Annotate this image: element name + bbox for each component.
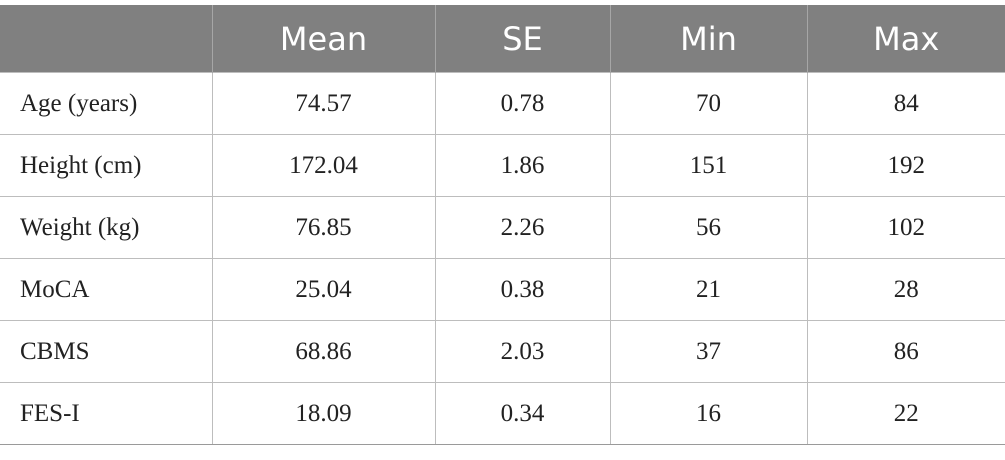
table-row: FES-I 18.09 0.34 16 22 <box>0 382 1005 445</box>
row-label: FES-I <box>0 382 213 445</box>
cell: 172.04 <box>211 134 436 197</box>
column-header: Mean <box>211 5 435 73</box>
table-row: Age (years) 74.57 0.78 70 84 <box>0 72 1005 135</box>
cell: 76.85 <box>211 196 436 259</box>
cell: 2.03 <box>434 320 611 383</box>
cell: 0.78 <box>434 72 611 135</box>
cell: 28 <box>806 258 1005 321</box>
cell: 0.34 <box>434 382 611 445</box>
column-header: SE <box>434 5 610 73</box>
cell: 25.04 <box>211 258 436 321</box>
data-table: Mean SE Min Max Age (years) 74.57 0.78 70 84 Hei… <box>0 5 1005 445</box>
cell: 192 <box>806 134 1005 197</box>
row-label: Age (years) <box>0 72 213 135</box>
table-row: CBMS 68.86 2.03 37 86 <box>0 320 1005 383</box>
table-row: Weight (kg) 76.85 2.26 56 102 <box>0 196 1005 259</box>
row-label: MoCA <box>0 258 213 321</box>
table-row: MoCA 25.04 0.38 21 28 <box>0 258 1005 321</box>
cell: 18.09 <box>211 382 436 445</box>
cell: 1.86 <box>434 134 611 197</box>
cell: 86 <box>806 320 1005 383</box>
cell: 68.86 <box>211 320 436 383</box>
header-row: Mean SE Min Max <box>0 5 1005 73</box>
cell: 21 <box>609 258 808 321</box>
cell: 22 <box>806 382 1005 445</box>
table-body: Age (years) 74.57 0.78 70 84 Height (cm) 172.0… <box>0 72 1005 445</box>
column-header: Max <box>806 5 1005 73</box>
row-label: Weight (kg) <box>0 196 213 259</box>
cell: 16 <box>609 382 808 445</box>
corner-cell <box>0 5 212 73</box>
cell: 56 <box>609 196 808 259</box>
cell: 2.26 <box>434 196 611 259</box>
table-row: Height (cm) 172.04 1.86 151 192 <box>0 134 1005 197</box>
cell: 84 <box>806 72 1005 135</box>
column-header: Min <box>609 5 807 73</box>
row-label: CBMS <box>0 320 213 383</box>
cell: 37 <box>609 320 808 383</box>
cell: 0.38 <box>434 258 611 321</box>
cell: 151 <box>609 134 808 197</box>
cell: 70 <box>609 72 808 135</box>
cell: 102 <box>806 196 1005 259</box>
row-label: Height (cm) <box>0 134 213 197</box>
cell: 74.57 <box>211 72 436 135</box>
